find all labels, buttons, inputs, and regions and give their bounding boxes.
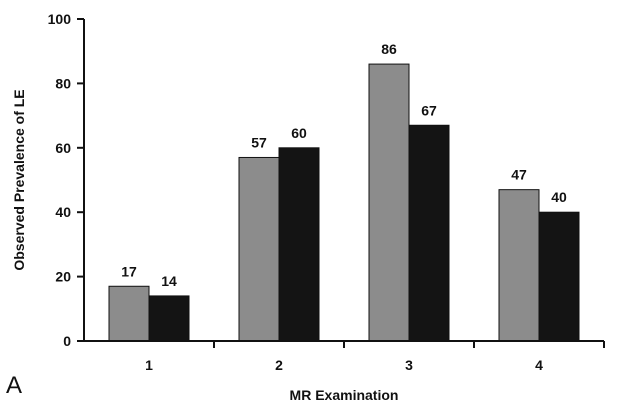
panel-letter: A: [6, 372, 22, 399]
bar-series-2-4: [538, 211, 580, 342]
bar-series-2-3: [408, 124, 450, 342]
x-axis-ticks: 1 2 3 4: [145, 341, 605, 373]
bar-series-1-2: [238, 156, 280, 342]
bar-series-1-3: [368, 63, 410, 342]
y-axis-ticks: 0 20 40 60 80 100: [48, 11, 84, 349]
bar-series-1-4: [498, 189, 540, 342]
y-tick-label: 20: [55, 269, 71, 285]
x-tick-label: 1: [145, 357, 153, 373]
x-tick-label: 2: [275, 357, 283, 373]
data-label: 60: [291, 125, 307, 141]
data-label: 47: [511, 167, 527, 183]
y-tick-label: 0: [63, 333, 71, 349]
x-tick-label: 4: [535, 357, 543, 373]
y-tick-label: 100: [48, 11, 72, 27]
bar-series-1-1: [108, 285, 150, 342]
y-tick-label: 80: [55, 75, 71, 91]
data-label: 40: [551, 189, 567, 205]
data-label: 57: [251, 134, 267, 150]
bar-series-2-2: [278, 147, 320, 342]
bar-series-2-1: [148, 295, 190, 342]
data-labels: 17 14 57 60 86 67 47 40: [121, 41, 567, 289]
bars: [108, 63, 580, 342]
y-axis-title: Observed Prevalence of LE: [11, 89, 27, 270]
x-tick-label: 3: [405, 357, 413, 373]
data-label: 17: [121, 263, 137, 279]
x-axis-title: MR Examination: [290, 387, 399, 403]
data-label: 86: [381, 41, 397, 57]
data-label: 67: [421, 102, 437, 118]
y-tick-label: 40: [55, 204, 71, 220]
data-label: 14: [161, 273, 177, 289]
y-tick-label: 60: [55, 140, 71, 156]
